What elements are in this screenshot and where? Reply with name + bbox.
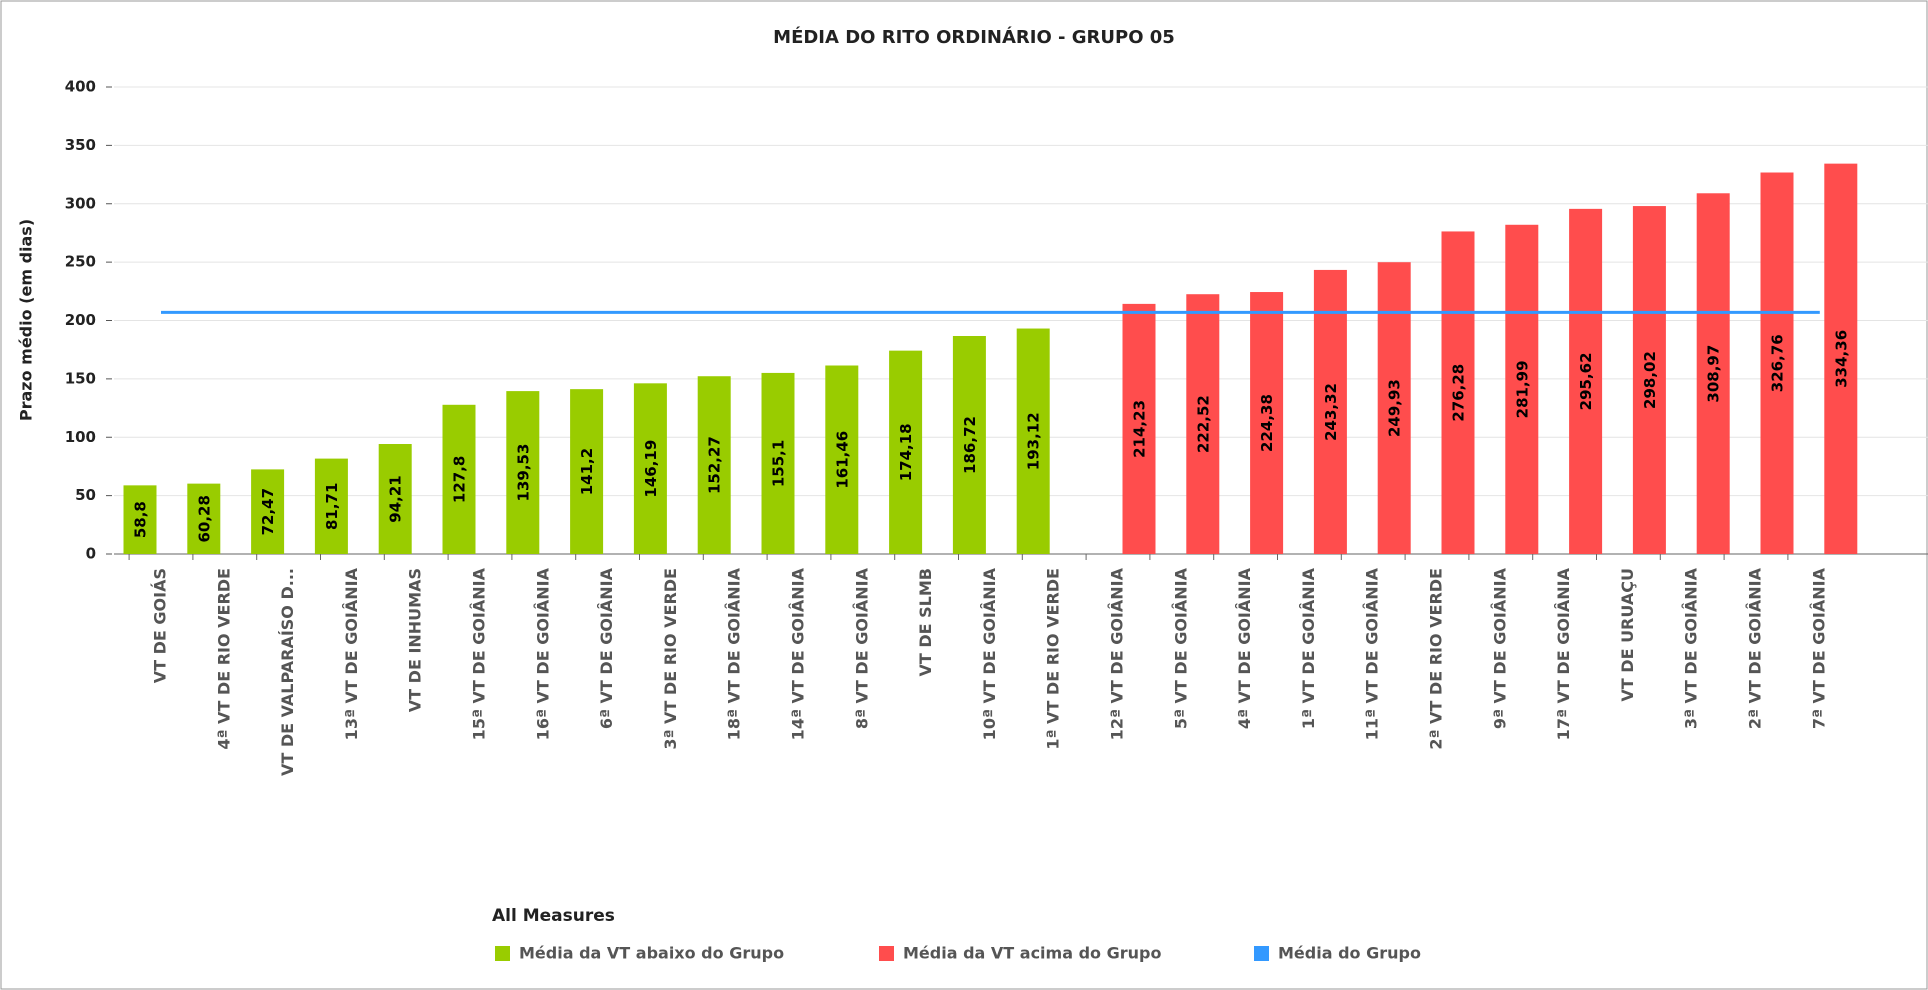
value-label: 276,28	[1450, 364, 1468, 422]
value-label: 249,93	[1386, 379, 1404, 437]
value-label: 72,47	[259, 488, 277, 535]
x-tick-label: 16ª VT DE GOIÂNIA	[533, 567, 552, 740]
y-tick-label: 350	[65, 136, 96, 154]
legend-swatch	[879, 946, 894, 961]
x-tick-label: 5ª VT DE GOIÂNIA	[1171, 567, 1190, 729]
x-tick-label: 3ª VT DE RIO VERDE	[661, 568, 680, 750]
bar	[251, 469, 285, 554]
x-tick-label: 2ª VT DE RIO VERDE	[1427, 568, 1446, 750]
value-label: 214,23	[1131, 400, 1149, 458]
value-label: 60,28	[195, 495, 213, 542]
value-label: 243,32	[1322, 383, 1340, 441]
x-tick-label: 3ª VT DE GOIÂNIA	[1682, 567, 1701, 729]
value-label: 58,8	[132, 501, 150, 538]
bar	[1186, 294, 1220, 554]
bar	[1760, 172, 1794, 555]
value-label: 326,76	[1769, 334, 1787, 392]
value-label: 222,52	[1194, 395, 1212, 453]
y-tick-label: 300	[65, 194, 96, 212]
legend-label: Média do Grupo	[1278, 944, 1421, 963]
x-tick-label: 1ª VT DE RIO VERDE	[1044, 568, 1063, 750]
legend-label: Média da VT abaixo do Grupo	[519, 944, 784, 963]
y-tick-label: 150	[65, 369, 96, 387]
x-tick-label: 14ª VT DE GOIÂNIA	[789, 567, 808, 740]
x-tick-label: 4ª VT DE RIO VERDE	[214, 568, 233, 750]
bar	[187, 483, 221, 554]
bar	[1505, 224, 1539, 554]
bar	[952, 336, 986, 554]
bar	[1441, 231, 1475, 554]
value-label: 295,62	[1577, 352, 1595, 410]
legend-label: Média da VT acima do Grupo	[903, 944, 1161, 963]
x-tick-label: 7ª VT DE GOIÂNIA	[1809, 567, 1828, 729]
value-label: 174,18	[897, 423, 915, 481]
y-tick-label: 200	[65, 311, 96, 329]
legend-swatch	[495, 946, 510, 961]
x-tick-label: 1ª VT DE GOIÂNIA	[1299, 567, 1318, 729]
chart-title: MÉDIA DO RITO ORDINÁRIO - GRUPO 05	[773, 26, 1175, 48]
value-label: 139,53	[514, 444, 532, 502]
y-tick-label: 0	[86, 545, 96, 563]
x-tick-label: 2ª VT DE GOIÂNIA	[1746, 567, 1765, 729]
value-label: 94,21	[387, 475, 405, 522]
bar	[1824, 163, 1858, 554]
x-tick-label: 12ª VT DE GOIÂNIA	[1108, 567, 1127, 740]
bar	[633, 383, 667, 554]
x-tick-label: 6ª VT DE GOIÂNIA	[597, 567, 616, 729]
y-tick-label: 100	[65, 428, 96, 446]
x-tick-label: 4ª VT DE GOIÂNIA	[1235, 567, 1254, 729]
value-label: 224,38	[1258, 394, 1276, 452]
x-tick-label: 17ª VT DE GOIÂNIA	[1554, 567, 1573, 740]
x-tick-label: VT DE GOIÁS	[151, 568, 170, 683]
bar	[889, 350, 923, 554]
x-tick-label: 18ª VT DE GOIÂNIA	[725, 567, 744, 740]
y-tick-label: 50	[75, 486, 96, 504]
bar	[506, 391, 540, 554]
bar	[570, 389, 604, 554]
value-label: 141,2	[578, 448, 596, 495]
x-tick-label: VT DE URUAÇU	[1618, 568, 1637, 702]
y-tick-label: 400	[65, 78, 96, 96]
bar	[378, 444, 412, 554]
x-tick-label: 8ª VT DE GOIÂNIA	[852, 567, 871, 729]
bar	[123, 485, 157, 554]
bar	[314, 458, 348, 554]
x-tick-label: VT DE INHUMAS	[406, 568, 425, 712]
value-label: 155,1	[770, 440, 788, 487]
value-label: 308,97	[1705, 345, 1723, 403]
x-tick-label: 9ª VT DE GOIÂNIA	[1490, 567, 1509, 729]
x-tick-label: 11ª VT DE GOIÂNIA	[1363, 567, 1382, 740]
y-axis-label: Prazo médio (em dias)	[17, 219, 36, 421]
value-label: 161,46	[833, 431, 851, 489]
bar	[697, 376, 731, 554]
x-tick-label: 15ª VT DE GOIÂNIA	[470, 567, 489, 740]
legend-title: All Measures	[492, 906, 615, 926]
bar	[1313, 269, 1347, 554]
x-tick-label: 10ª VT DE GOIÂNIA	[980, 567, 999, 740]
value-label: 152,27	[706, 436, 724, 494]
value-label: 81,71	[323, 483, 341, 530]
bar	[825, 365, 859, 554]
bar	[1696, 193, 1730, 554]
value-label: 127,8	[451, 456, 469, 503]
y-tick-label: 250	[65, 253, 96, 271]
value-label: 281,99	[1513, 360, 1531, 418]
value-label: 193,12	[1025, 412, 1043, 470]
bar	[1016, 328, 1050, 554]
bar	[1122, 303, 1156, 554]
x-tick-label: VT DE SLMB	[916, 568, 935, 676]
bar	[1632, 206, 1666, 554]
value-label: 146,19	[642, 440, 660, 498]
value-label: 334,36	[1832, 330, 1850, 388]
value-label: 186,72	[961, 416, 979, 474]
bar	[1250, 292, 1284, 554]
legend-swatch	[1254, 946, 1269, 961]
value-label: 298,02	[1641, 351, 1659, 409]
bar	[1569, 208, 1603, 554]
x-tick-label: 13ª VT DE GOIÂNIA	[342, 567, 361, 740]
x-tick-label: VT DE VALPARAÍSO D...	[278, 568, 297, 776]
bar	[761, 372, 795, 554]
bar	[442, 404, 476, 554]
